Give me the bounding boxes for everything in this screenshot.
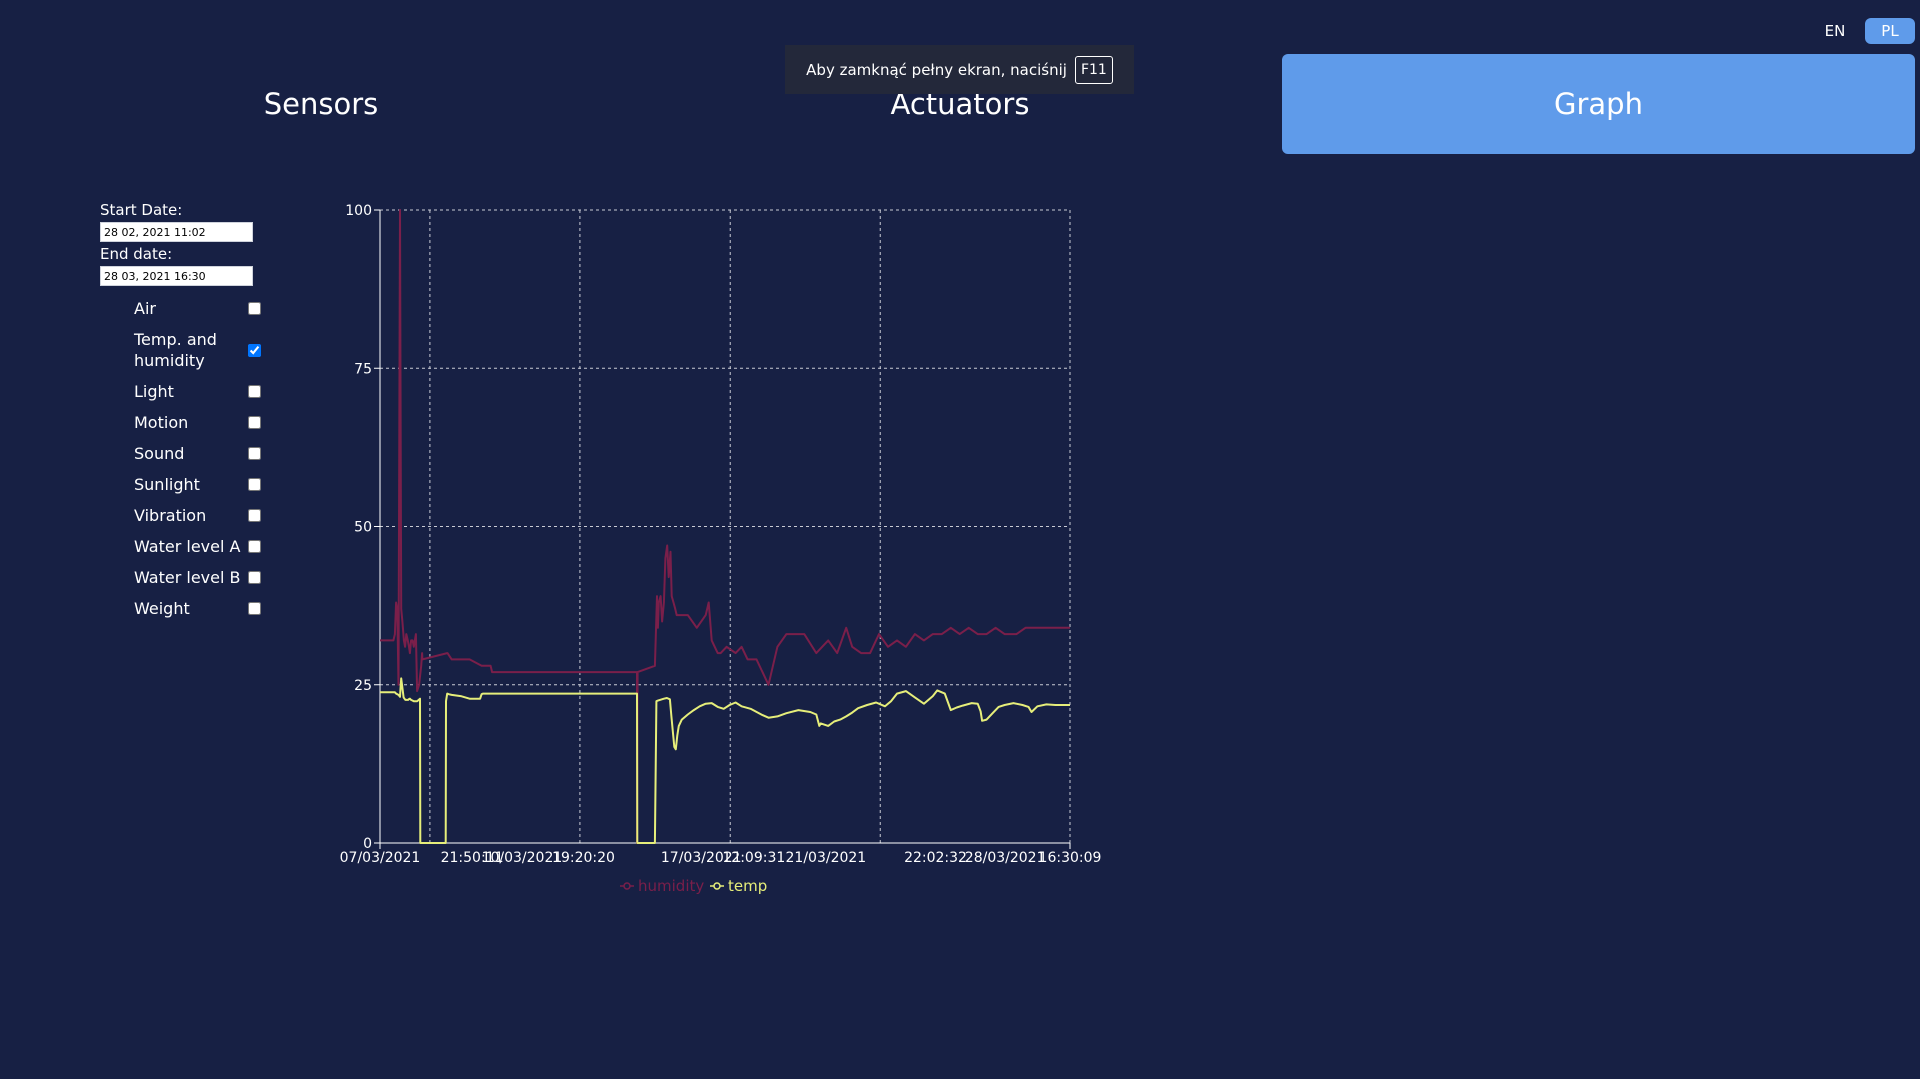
chart-series xyxy=(380,209,1070,844)
x-tick-label: 17/03/2021 xyxy=(661,850,742,866)
y-tick-label: 25 xyxy=(354,678,372,694)
chart-legend: humidity temp xyxy=(620,877,767,895)
sensor-checkbox-sound[interactable] xyxy=(248,447,261,460)
x-tick-label: 21/03/2021 xyxy=(786,850,867,866)
sensor-label-sunlight: Sunlight xyxy=(134,475,200,494)
y-tick-label: 100 xyxy=(345,203,372,219)
sensor-label-weight: Weight xyxy=(134,599,190,618)
legend-marker-dot[interactable] xyxy=(713,882,721,890)
chart-axes: 0 25 50 75 100 07/03/2021 21:50:1110/03/202119… xyxy=(340,203,1102,866)
sensor-label-light: Light xyxy=(134,382,174,401)
y-tick-label: 50 xyxy=(354,520,372,536)
sensor-checkbox-sunlight[interactable] xyxy=(248,478,261,491)
sensor-checkbox-vibration[interactable] xyxy=(248,509,261,522)
sensor-label-air: Air xyxy=(134,299,156,318)
language-pl-button[interactable]: PL xyxy=(1865,18,1915,44)
sensor-checkbox-water-level-a[interactable] xyxy=(248,540,261,553)
sensor-label-vibration: Vibration xyxy=(134,506,207,525)
end-date-label: End date: xyxy=(100,245,173,263)
sensor-checkbox-motion[interactable] xyxy=(248,416,261,429)
sensor-checkbox-light[interactable] xyxy=(248,385,261,398)
tab-sensors[interactable]: Sensors xyxy=(263,87,379,121)
series-line-temp xyxy=(380,677,1070,844)
x-tick-label: 07/03/2021 xyxy=(340,850,421,866)
x-tick-label: 16:30:09 xyxy=(1039,850,1102,866)
end-date-input[interactable] xyxy=(100,266,253,286)
sensor-label-motion: Motion xyxy=(134,413,189,432)
sensor-checkbox-weight[interactable] xyxy=(248,602,261,615)
legend-label-temp[interactable]: temp xyxy=(728,877,767,895)
fullscreen-key-badge: F11 xyxy=(1074,55,1113,84)
x-tick-label: 12:09:31 xyxy=(722,850,785,866)
x-tick-label: 21:50:11 xyxy=(441,850,504,866)
sensor-checkbox-temp-humidity[interactable] xyxy=(248,344,261,357)
series-line-humidity xyxy=(380,209,1070,844)
x-tick-label: 22:02:32 xyxy=(904,850,967,866)
start-date-input[interactable] xyxy=(100,222,253,242)
sensor-checkbox-air[interactable] xyxy=(248,302,261,315)
sensor-label-water-level-b: Water level B xyxy=(134,568,241,587)
y-tick-label: 0 xyxy=(363,836,372,852)
sensor-checkbox-water-level-b[interactable] xyxy=(248,571,261,584)
language-en-button[interactable]: EN xyxy=(1824,22,1846,40)
x-tick-label: 19:20:20 xyxy=(552,850,615,866)
legend-label-humidity[interactable]: humidity xyxy=(638,877,704,895)
legend-marker-dot[interactable] xyxy=(623,882,631,890)
fullscreen-notice: Aby zamknąć pełny ekran, naciśnij F11 xyxy=(785,45,1134,94)
sensor-label-sound: Sound xyxy=(134,444,185,463)
sensor-label-temp-humidity: Temp. and humidity xyxy=(134,330,217,370)
start-date-label: Start Date: xyxy=(100,201,183,219)
y-tick-label: 75 xyxy=(354,361,372,377)
sensor-label-water-level-a: Water level A xyxy=(134,537,241,556)
tab-graph[interactable]: Graph xyxy=(1282,54,1915,154)
x-tick-label: 28/03/2021 xyxy=(965,850,1046,866)
chart-grid xyxy=(379,209,1071,844)
fullscreen-notice-text: Aby zamknąć pełny ekran, naciśnij xyxy=(806,60,1067,79)
x-tick-label: 10/03/2021 xyxy=(482,850,563,866)
